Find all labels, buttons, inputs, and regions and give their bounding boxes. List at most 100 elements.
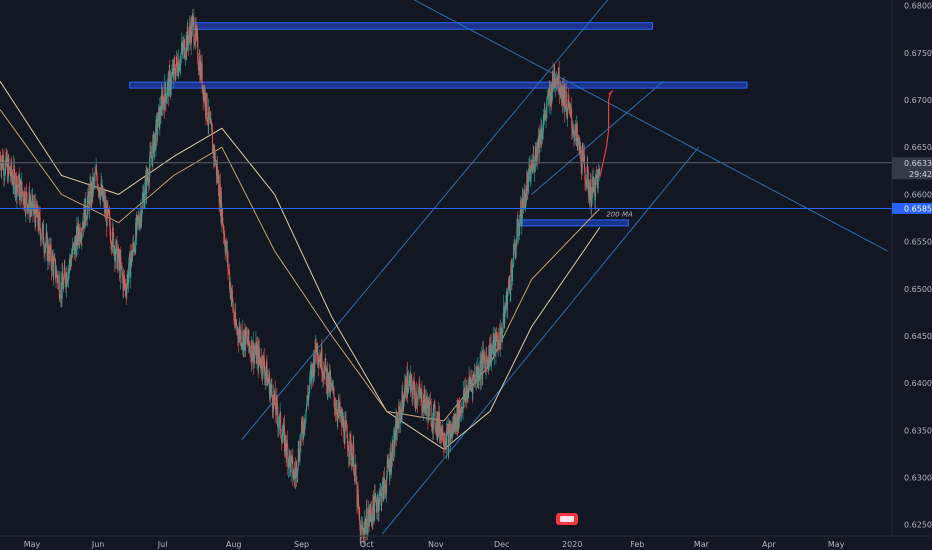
candle-body bbox=[411, 391, 413, 399]
candle-body bbox=[147, 177, 149, 179]
candle-body bbox=[422, 395, 424, 411]
candle-body bbox=[444, 441, 446, 444]
candle-body bbox=[586, 186, 588, 188]
candle-body bbox=[478, 378, 480, 382]
candle-body bbox=[566, 110, 568, 119]
candle-body bbox=[452, 421, 454, 428]
candle-body bbox=[14, 172, 16, 195]
candle-body bbox=[452, 427, 454, 435]
candle-body bbox=[231, 290, 233, 296]
candle-body bbox=[509, 290, 511, 292]
candle-body bbox=[127, 274, 129, 285]
candle-body bbox=[176, 57, 178, 63]
candle-body bbox=[187, 27, 189, 39]
candle-body bbox=[76, 226, 78, 246]
candle-body bbox=[370, 506, 372, 512]
candle-body bbox=[368, 509, 370, 519]
candle-body bbox=[166, 95, 168, 98]
countdown-label: 29:42 bbox=[909, 170, 932, 179]
candle-body bbox=[225, 246, 227, 253]
candle-body bbox=[307, 398, 309, 401]
candle-body bbox=[346, 425, 348, 427]
candle-body bbox=[129, 253, 131, 258]
candle-body bbox=[567, 99, 569, 103]
candle-body bbox=[447, 430, 449, 454]
candle-body bbox=[520, 200, 522, 215]
candle-body bbox=[132, 242, 134, 254]
candle-body bbox=[582, 148, 584, 151]
candle-body bbox=[271, 384, 273, 396]
candle-body bbox=[334, 408, 336, 410]
candle-body bbox=[154, 133, 156, 142]
candle-body bbox=[59, 297, 61, 299]
candle-body bbox=[119, 257, 121, 279]
candle-body bbox=[492, 334, 494, 348]
candle-body bbox=[475, 374, 477, 385]
time-axis[interactable]: May Jun Jul Aug Sep Oct Nov Dec 2020 Feb Mar Apr May bbox=[24, 540, 845, 549]
candle-body bbox=[540, 128, 542, 144]
candle-body bbox=[40, 229, 42, 241]
candle-body bbox=[67, 278, 69, 280]
candle-body bbox=[369, 515, 371, 522]
candle-body bbox=[589, 192, 591, 200]
events-icon[interactable] bbox=[556, 513, 578, 525]
candle-body bbox=[152, 134, 154, 143]
candle-body bbox=[320, 348, 322, 368]
candle-body bbox=[318, 359, 320, 365]
candle-body bbox=[174, 74, 176, 80]
candle-body bbox=[284, 435, 286, 452]
candle-body bbox=[404, 378, 406, 385]
candle-body bbox=[65, 271, 67, 288]
candle-body bbox=[388, 466, 390, 475]
candle-body bbox=[75, 235, 77, 257]
candle-body bbox=[494, 333, 496, 355]
candle-body bbox=[77, 224, 79, 246]
candle-body bbox=[43, 248, 45, 254]
candle-body bbox=[299, 441, 301, 446]
candle-body bbox=[466, 388, 468, 401]
candle-body bbox=[561, 86, 563, 98]
candle-body bbox=[302, 434, 304, 437]
candle-body bbox=[67, 279, 69, 283]
candle-body bbox=[310, 370, 312, 375]
candle-body bbox=[257, 345, 259, 350]
candle-body bbox=[301, 420, 303, 426]
candle-body bbox=[184, 57, 186, 59]
candle-body bbox=[438, 412, 440, 435]
candle-body bbox=[236, 328, 238, 331]
candle-body bbox=[53, 258, 55, 260]
candle-body bbox=[546, 107, 548, 111]
candle-body bbox=[73, 242, 75, 246]
candle-body bbox=[524, 189, 526, 194]
candle-body bbox=[396, 418, 398, 440]
candle-body bbox=[321, 374, 323, 377]
candle-body bbox=[539, 130, 541, 141]
candle-body bbox=[321, 348, 323, 375]
candle-body bbox=[596, 177, 598, 179]
candle-body bbox=[140, 210, 142, 223]
candle-body bbox=[135, 222, 137, 253]
candle-body bbox=[355, 481, 357, 483]
candle-body bbox=[130, 250, 132, 262]
candle-body bbox=[160, 115, 162, 116]
candle-body bbox=[305, 409, 307, 422]
price-label-bg bbox=[892, 202, 932, 214]
candle-body bbox=[469, 379, 471, 385]
candle-body bbox=[499, 327, 501, 350]
candle-body bbox=[423, 395, 425, 412]
candle-body bbox=[20, 180, 22, 203]
candle-body bbox=[390, 466, 392, 473]
candle-body bbox=[530, 175, 532, 181]
zone-0 bbox=[190, 22, 654, 30]
candle-body bbox=[241, 344, 243, 347]
candle-body bbox=[205, 111, 207, 116]
candle-body bbox=[6, 152, 8, 166]
candle-body bbox=[135, 222, 137, 234]
candle-body bbox=[118, 257, 120, 263]
candle-body bbox=[246, 336, 248, 343]
candle-body bbox=[532, 160, 534, 171]
